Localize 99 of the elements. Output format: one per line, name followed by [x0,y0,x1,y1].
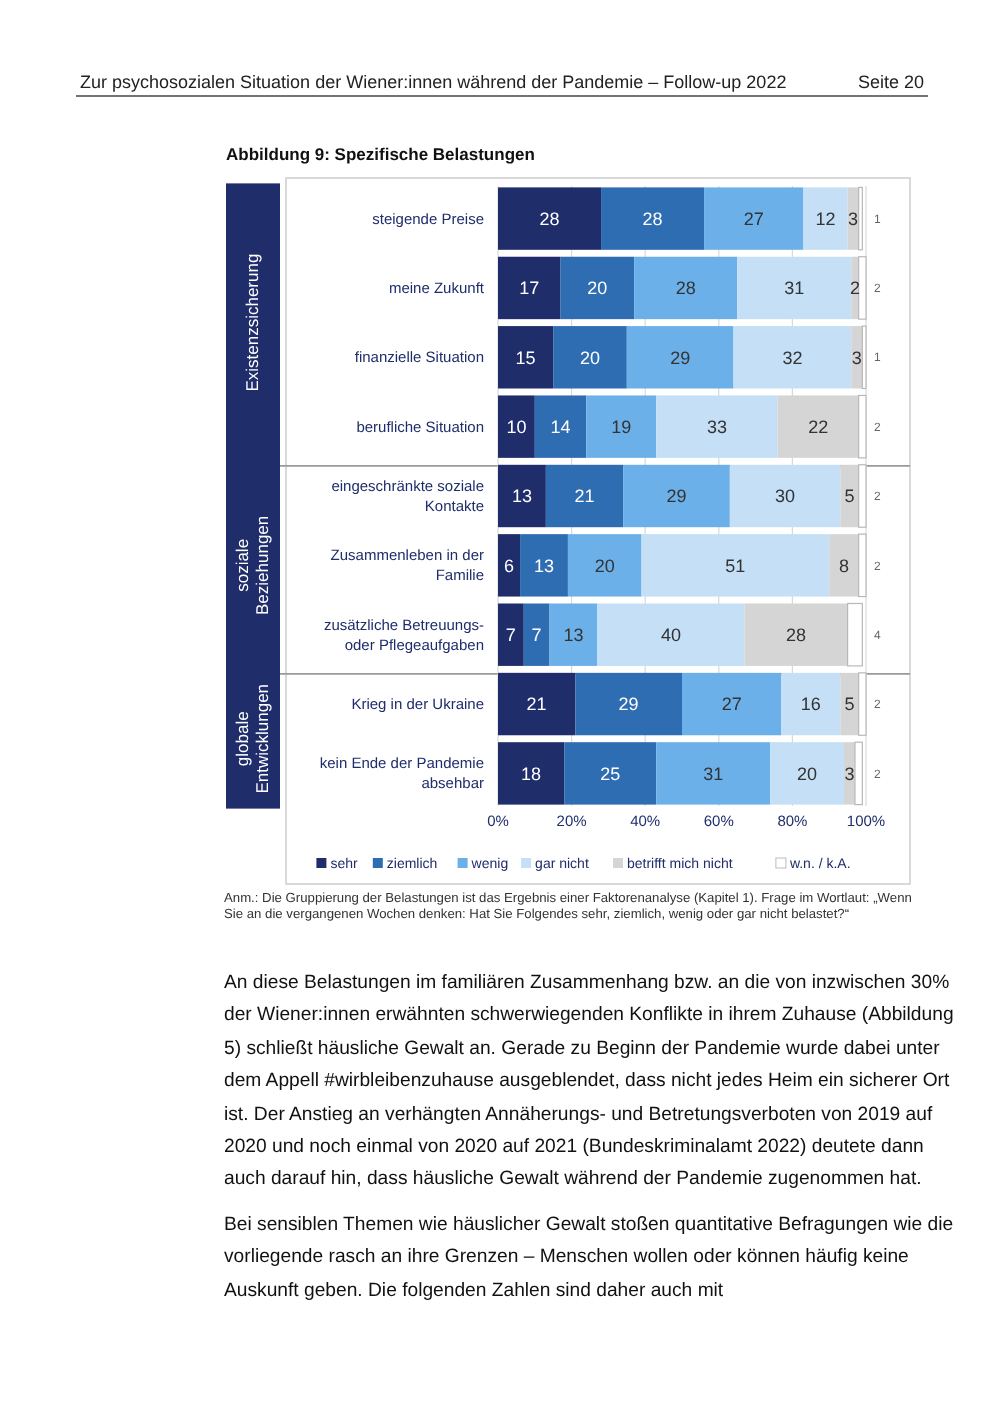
bar [704,187,804,250]
data-label: 6 [504,555,515,576]
bar [498,326,554,389]
data-label: 3 [844,763,855,784]
bar [560,256,635,320]
data-label: 20 [579,347,601,368]
data-label: 3 [848,208,859,229]
bar [858,394,867,459]
data-label: 28 [642,208,663,229]
data-label: 13 [511,486,532,507]
data-label: 16 [800,694,821,715]
bar [858,464,867,528]
data-label: 27 [721,694,742,715]
data-label: 29 [666,486,687,507]
bar [634,256,738,320]
bar [498,256,561,320]
data-label: 28 [675,278,696,299]
data-label: 28 [539,208,560,229]
bar [534,395,587,458]
data-label: 17 [519,278,540,299]
bar [840,464,859,528]
data-label: 2 [849,278,860,299]
data-label: 31 [784,278,805,299]
data-label: 13 [563,625,584,645]
bar [840,672,859,736]
bar [575,672,682,736]
bar [564,742,657,805]
bar [733,326,852,389]
bar [858,533,867,598]
bar [520,534,568,597]
data-label: 20 [797,763,818,784]
bar [737,256,852,320]
text: soziale Beziehungen [232,515,272,615]
bar [498,742,565,805]
bar [770,742,844,805]
data-label: 31 [703,763,724,784]
data-label: 21 [574,486,595,507]
text: globale Entwicklungen [232,683,272,794]
bar [623,464,730,528]
chart-title: Abbildung 9: Spezifische Belastungen [226,144,535,164]
data-label: 29 [670,347,691,368]
data-label: 10 [506,416,527,437]
text: Seite 20 [857,72,924,92]
data-label: 33 [706,416,727,437]
bar [498,672,576,736]
data-label: 40 [660,625,681,645]
data-label: 28 [786,625,807,645]
data-label: 25 [600,763,621,784]
bar [682,672,782,736]
data-label: 18 [521,763,542,784]
bar [597,603,745,666]
bar [549,603,598,666]
bar [847,602,863,667]
bar [729,464,841,528]
bar [586,395,657,458]
data-label: 8 [838,555,849,576]
data-label: 19 [611,416,632,437]
data-label: 21 [526,694,547,715]
bar [498,464,546,528]
bar [498,395,535,458]
text: Bei sensiblen Themen wie häuslicher Gewalt stoßen quantitative Befragungen wie die vorliegende rasch an ihre Grenzen – Menschen wollen oder können häufig keine Auskunft geben. Die folgenden Zahlen sind daher auch mit [224,1211,956,1306]
bar [498,534,521,597]
bar [858,256,867,320]
bar [656,742,771,805]
text: An diese Belastungen im familiären Zusammenhang bzw. an die von inzwischen 30% der Wiener:innen erwähnten schwerwiegenden Konflikte in ihrem Zuhause (Abbildung 5) schließt häusliche Gewalt an. Gerade zu Beginn der Pandemie wurde dabei unter dem Appell #wirbleibenzuhause ausgeblendet, dass nicht jedes Heim ein sicherer Ort ist. Der Anstieg an verhängten Annäherungs- und Betretungsverboten von 2019 auf 2020 und noch einmal von 2020 auf 2021 (Bundeskriminalamt 2022) deutete dann auch darauf hin, dass häusliche Gewalt während der Pandemie zugenommen hat. [224,970,956,1195]
data-label: 7 [505,625,516,645]
bar [498,187,602,250]
text: Existenzsicherung [242,253,262,392]
bar [601,187,705,250]
data-label: 7 [531,625,542,645]
data-label: 14 [550,416,571,437]
bar [803,187,848,250]
bar [854,741,863,806]
bar [829,534,859,597]
data-label: 15 [515,347,536,368]
bar [858,672,867,736]
bar [641,534,830,597]
data-label: 30 [775,486,796,507]
data-label: 12 [815,208,836,229]
data-label: 13 [533,555,555,576]
bar [498,603,524,666]
data-label: 5 [844,694,855,715]
bar [523,603,550,666]
data-label: 20 [587,278,608,299]
bar [656,395,778,458]
text: Zur psychosozialen Situation der Wiener:innen während der Pandemie – Follow-up 2022 [80,72,787,92]
data-label: 22 [808,416,829,437]
bar [626,326,734,389]
data-label: 29 [618,694,639,715]
data-label: 51 [725,555,746,576]
bar [781,672,841,736]
bar [545,464,624,528]
data-label: 20 [594,555,615,576]
data-label: 3 [851,347,862,368]
data-label: 32 [782,347,803,368]
bar [553,326,627,389]
data-label: 27 [743,208,764,229]
data-label: 5 [844,486,855,507]
bar [567,534,642,597]
